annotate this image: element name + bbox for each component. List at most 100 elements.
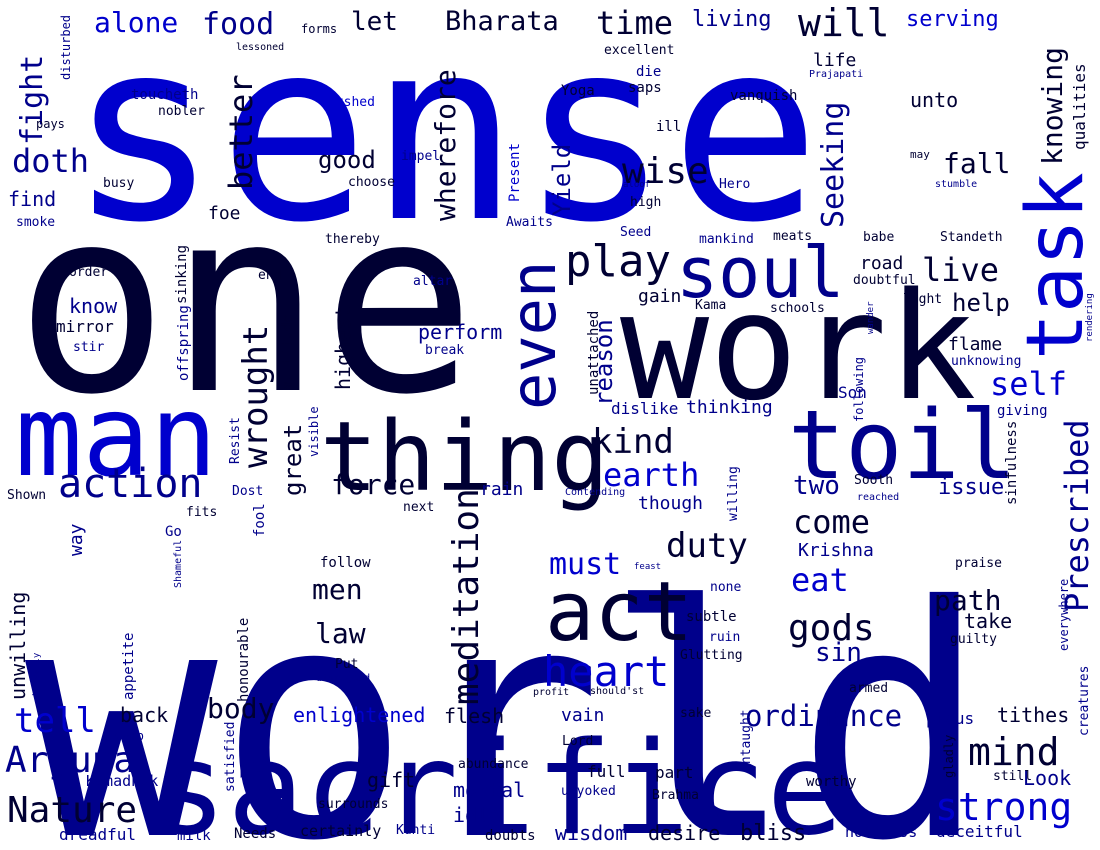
- word-pious: pious: [926, 709, 974, 728]
- word-womb: womb: [115, 729, 144, 743]
- word-back: back: [120, 703, 168, 727]
- word-life: life: [813, 50, 856, 71]
- word-forms: forms: [301, 22, 337, 36]
- word-act: act: [545, 565, 693, 660]
- word-untaught: untaught: [739, 709, 754, 772]
- word-stumble: stumble: [935, 179, 977, 190]
- word-reason: reason: [590, 319, 618, 406]
- word-holiness: holiness: [845, 823, 917, 841]
- word-stir: stir: [73, 340, 104, 355]
- word-gift: gift: [367, 768, 415, 792]
- word-wisdom: wisdom: [555, 821, 627, 845]
- word-ruin: ruin: [709, 630, 740, 645]
- word-action: action: [58, 461, 203, 507]
- word-world: world: [25, 539, 988, 850]
- word-giving: giving: [997, 403, 1048, 419]
- word-serving: serving: [906, 7, 999, 32]
- word-vanquish: vanquish: [730, 88, 797, 104]
- word-mortal: mortal: [453, 778, 525, 802]
- word-kunti: Kunti: [396, 823, 435, 838]
- word-shown: Shown: [7, 488, 46, 503]
- word-offspring: offspring: [176, 305, 192, 381]
- word-meditation: meditation: [446, 488, 487, 705]
- word-disregard: disregard: [316, 673, 370, 684]
- word-pays: pays: [36, 117, 65, 131]
- word-even: even: [497, 261, 570, 410]
- word-nature: Nature: [7, 790, 137, 831]
- word-krishna: Krishna: [798, 540, 874, 561]
- word-kamadhuk: Kamadhuk: [86, 772, 158, 790]
- word-flame: flame: [948, 334, 1002, 355]
- word-two: two: [793, 471, 840, 501]
- word-seeking: Seeking: [816, 102, 851, 228]
- word-feast: feast: [634, 562, 661, 572]
- word-highest: highest: [331, 306, 355, 390]
- word-babe: babe: [863, 230, 894, 245]
- word-order: order: [69, 265, 108, 280]
- word-glutting: Glutting: [680, 648, 743, 663]
- word-praise: praise: [955, 556, 1002, 571]
- word-come: come: [793, 503, 870, 541]
- word-duty: duty: [666, 526, 748, 566]
- word-idle: idle: [453, 803, 501, 827]
- word-sin: sin: [815, 638, 862, 668]
- word-fits: fits: [186, 505, 217, 520]
- word-resist: Resist: [228, 417, 243, 464]
- word-unattached: unattached: [586, 311, 602, 395]
- word-look: Look: [1023, 766, 1071, 790]
- word-sinfulness: sinfulness: [1004, 421, 1020, 505]
- word-busy: busy: [103, 176, 134, 191]
- word-one: one: [15, 154, 476, 451]
- word-path: path: [934, 584, 1001, 617]
- word-excellent: excellent: [604, 43, 674, 58]
- word-meats: meats: [773, 229, 812, 244]
- word-alone: alone: [94, 6, 178, 39]
- word-sense: sense: [68, 0, 821, 277]
- word-may: may: [910, 148, 930, 161]
- word-eat: eat: [791, 561, 849, 599]
- word-man: man: [15, 372, 217, 502]
- word-flesh: flesh: [444, 704, 504, 728]
- word-certainly: certainly: [300, 822, 381, 840]
- word-deceitful: deceitful: [936, 822, 1023, 841]
- word-choose: choose: [348, 175, 395, 190]
- word-rendering: rendering: [1085, 293, 1095, 342]
- word-subtle: subtle: [686, 609, 737, 625]
- word-break: break: [425, 343, 464, 358]
- word-fall: fall: [943, 147, 1010, 180]
- word-self: self: [990, 365, 1067, 403]
- word-go: Go: [165, 524, 182, 540]
- word-perform: perform: [418, 320, 502, 344]
- word-hero: Hero: [719, 177, 750, 192]
- word-son: Son: [838, 383, 867, 402]
- word-willing: willing: [726, 466, 741, 521]
- word-toil: toil: [788, 391, 1017, 501]
- word-let: let: [351, 7, 398, 37]
- word-toucheth: toucheth: [131, 87, 198, 103]
- word-dost: Dost: [232, 484, 263, 499]
- word-kama: Kama: [695, 298, 726, 313]
- word-unto: unto: [910, 88, 958, 112]
- word-next: next: [403, 500, 434, 515]
- word-find: find: [8, 187, 56, 211]
- word-unknowing: unknowing: [951, 354, 1021, 369]
- word-lessoned: lessoned: [236, 42, 284, 53]
- word-mind: mind: [968, 730, 1060, 774]
- word-way: way: [66, 523, 87, 556]
- word-high: high: [630, 195, 661, 210]
- word-doubtful: doubtful: [853, 273, 916, 288]
- word-abundance: abundance: [458, 757, 529, 772]
- word-still: still: [993, 769, 1032, 784]
- word-awaits: Awaits: [506, 215, 553, 230]
- word-put: Put: [335, 657, 358, 672]
- word-creatures: creatures: [1077, 666, 1092, 736]
- word-dislike: dislike: [611, 399, 678, 418]
- word-light: light: [903, 292, 942, 307]
- word-desire: desire: [648, 821, 720, 845]
- word-armed: armed: [849, 681, 888, 696]
- word-ill: ill: [656, 119, 681, 135]
- word-disturbed: disturbed: [59, 15, 73, 80]
- word-tell: tell: [14, 701, 96, 741]
- word-gain: gain: [638, 286, 681, 307]
